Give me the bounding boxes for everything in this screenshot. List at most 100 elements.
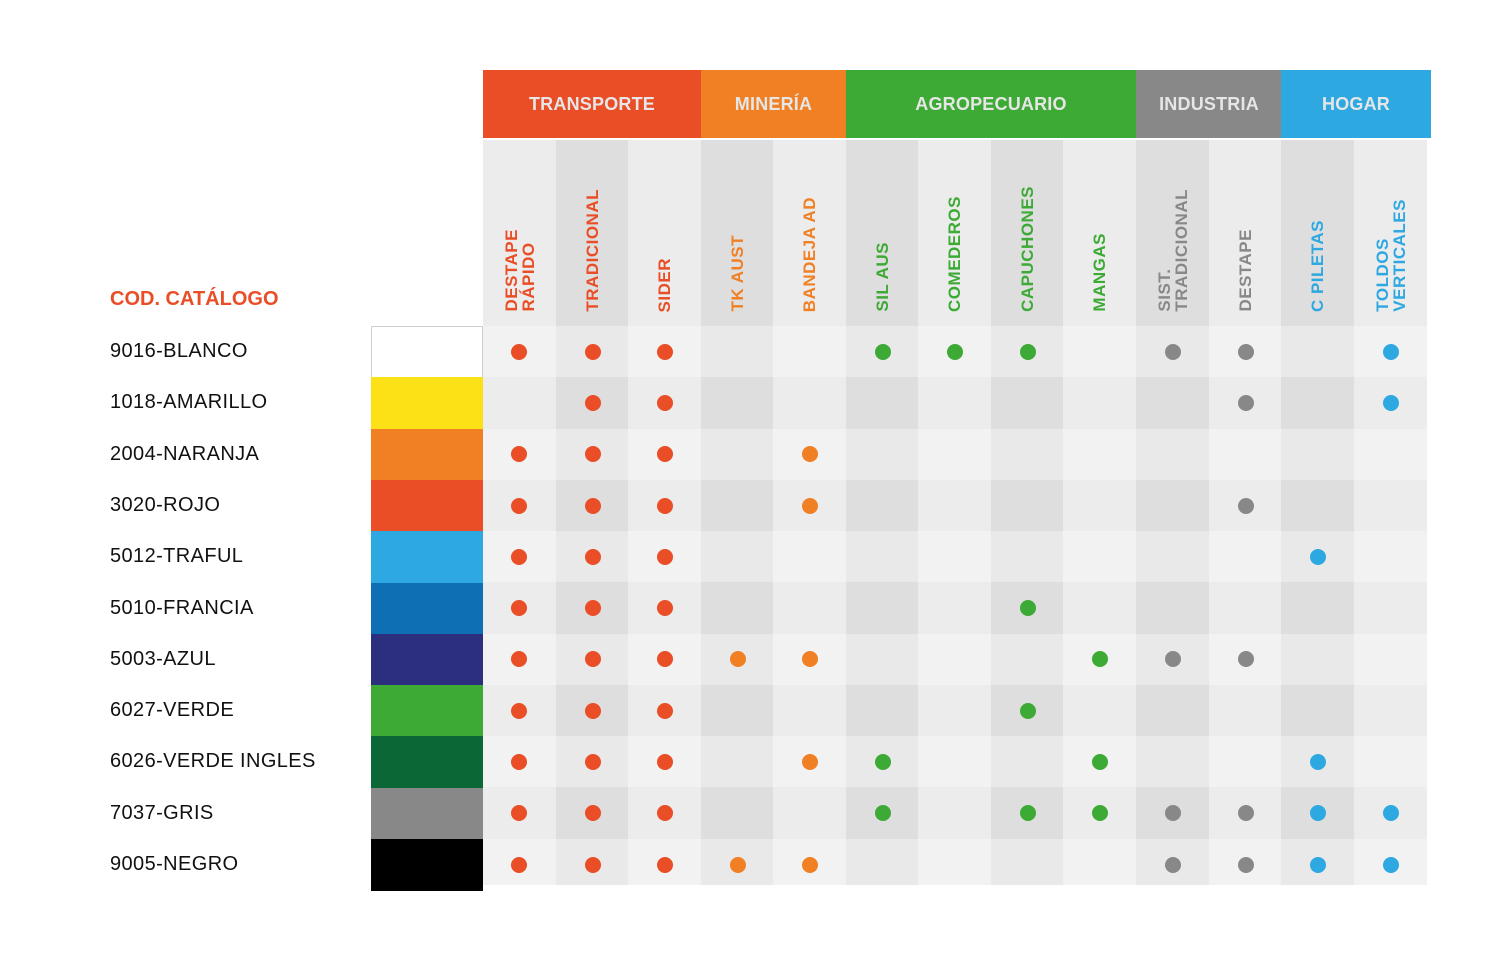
column-label: MANGAS xyxy=(1063,150,1136,312)
availability-dot xyxy=(656,600,673,617)
color-swatch xyxy=(371,377,483,430)
catalog-code-header: COD. CATÁLOGO xyxy=(110,288,279,310)
column-label-text: SIST. TRADICIONAL xyxy=(1154,189,1191,312)
availability-dot xyxy=(584,600,601,617)
availability-dot xyxy=(656,856,673,873)
availability-dot xyxy=(946,343,963,360)
availability-dot xyxy=(510,754,527,771)
color-code-label: 6026-VERDE INGLES xyxy=(110,750,316,773)
color-swatch xyxy=(371,479,483,532)
availability-dot xyxy=(874,805,891,822)
color-code-label: 3020-ROJO xyxy=(110,493,221,516)
column-label: SIL AUS xyxy=(846,150,919,312)
availability-dot xyxy=(584,805,601,822)
availability-dot xyxy=(510,651,527,668)
availability-dot xyxy=(510,600,527,617)
availability-dot xyxy=(1382,343,1399,360)
availability-dot xyxy=(656,394,673,411)
column-label-text: MANGAS xyxy=(1090,233,1109,312)
availability-dot xyxy=(729,856,746,873)
column-label-text: SIL AUS xyxy=(873,242,892,312)
availability-dot xyxy=(1019,805,1036,822)
color-code-label: 1018-AMARILLO xyxy=(110,391,268,414)
availability-dot xyxy=(1382,394,1399,411)
row-band xyxy=(483,428,1427,480)
availability-dot xyxy=(1309,548,1326,565)
availability-dot xyxy=(1237,805,1254,822)
category-header-hogar: HOGAR xyxy=(1281,70,1431,138)
column-label: CAPUCHONES xyxy=(991,150,1064,312)
availability-dot xyxy=(801,754,818,771)
availability-dot xyxy=(510,548,527,565)
category-header-mineria: MINERÍA xyxy=(701,70,846,138)
column-label: TK AUST xyxy=(701,150,774,312)
color-code-label: 5003-AZUL xyxy=(110,647,216,670)
availability-dot xyxy=(1382,805,1399,822)
availability-dot xyxy=(1164,343,1181,360)
column-label: C PILETAS xyxy=(1281,150,1354,312)
row-band xyxy=(483,839,1427,890)
availability-dot xyxy=(656,343,673,360)
column-label-text: CAPUCHONES xyxy=(1018,186,1037,312)
availability-dot xyxy=(510,702,527,719)
column-background xyxy=(701,140,774,885)
column-background xyxy=(991,140,1064,885)
availability-dot xyxy=(510,446,527,463)
color-swatch xyxy=(371,531,483,583)
column-label: COMEDEROS xyxy=(918,150,991,312)
availability-dot xyxy=(656,754,673,771)
color-code-label: 9016-BLANCO xyxy=(110,340,248,362)
column-label: TRADICIONAL xyxy=(556,150,629,312)
row-band xyxy=(483,531,1427,583)
color-swatch xyxy=(371,428,483,481)
column-label-text: DESTAPE RÁPIDO xyxy=(501,229,538,312)
column-label-text: TRADICIONAL xyxy=(583,189,602,312)
row-band xyxy=(483,633,1427,685)
color-code-label: 7037-GRIS xyxy=(110,801,214,824)
availability-dot xyxy=(584,548,601,565)
availability-dot xyxy=(801,856,818,873)
availability-dot xyxy=(1237,497,1254,514)
availability-dot xyxy=(584,856,601,873)
availability-dot xyxy=(1091,754,1108,771)
availability-dot xyxy=(510,805,527,822)
column-label: SIST. TRADICIONAL xyxy=(1136,150,1209,312)
row-band xyxy=(483,736,1427,788)
availability-dot xyxy=(1309,754,1326,771)
color-swatch xyxy=(371,582,483,635)
column-background xyxy=(1136,140,1209,885)
availability-dot xyxy=(1237,856,1254,873)
availability-dot xyxy=(801,497,818,514)
availability-dot xyxy=(656,497,673,514)
availability-dot xyxy=(801,446,818,463)
availability-dot xyxy=(510,343,527,360)
column-label-text: TOLDOS VERTICALES xyxy=(1372,199,1409,312)
column-label-text: SIDER xyxy=(655,257,674,312)
column-label: DESTAPE RÁPIDO xyxy=(483,150,556,312)
column-label: TOLDOS VERTICALES xyxy=(1354,150,1427,312)
availability-dot xyxy=(656,702,673,719)
column-label: DESTAPE xyxy=(1209,150,1282,312)
availability-dot xyxy=(1091,805,1108,822)
column-label-text: BANDEJA AD xyxy=(800,196,819,312)
color-code-label: 5012-TRAFUL xyxy=(110,545,244,568)
availability-dot xyxy=(584,343,601,360)
availability-dot xyxy=(1164,856,1181,873)
column-label: SIDER xyxy=(628,150,701,312)
availability-dot xyxy=(1019,600,1036,617)
availability-dot xyxy=(1309,805,1326,822)
column-label: BANDEJA AD xyxy=(773,150,846,312)
category-header-industria: INDUSTRIA xyxy=(1136,70,1282,138)
color-swatch xyxy=(371,685,483,737)
availability-dot xyxy=(510,497,527,514)
color-code-label: 9005-NEGRO xyxy=(110,853,239,875)
availability-dot xyxy=(729,651,746,668)
availability-dot xyxy=(1019,702,1036,719)
color-swatch xyxy=(371,633,483,686)
color-swatch xyxy=(371,326,483,380)
category-header-transporte: TRANSPORTE xyxy=(483,70,701,138)
color-code-label: 6027-VERDE xyxy=(110,699,235,722)
color-code-label: 2004-NARANJA xyxy=(110,442,260,465)
column-label-text: C PILETAS xyxy=(1308,219,1327,312)
column-background xyxy=(918,140,991,885)
